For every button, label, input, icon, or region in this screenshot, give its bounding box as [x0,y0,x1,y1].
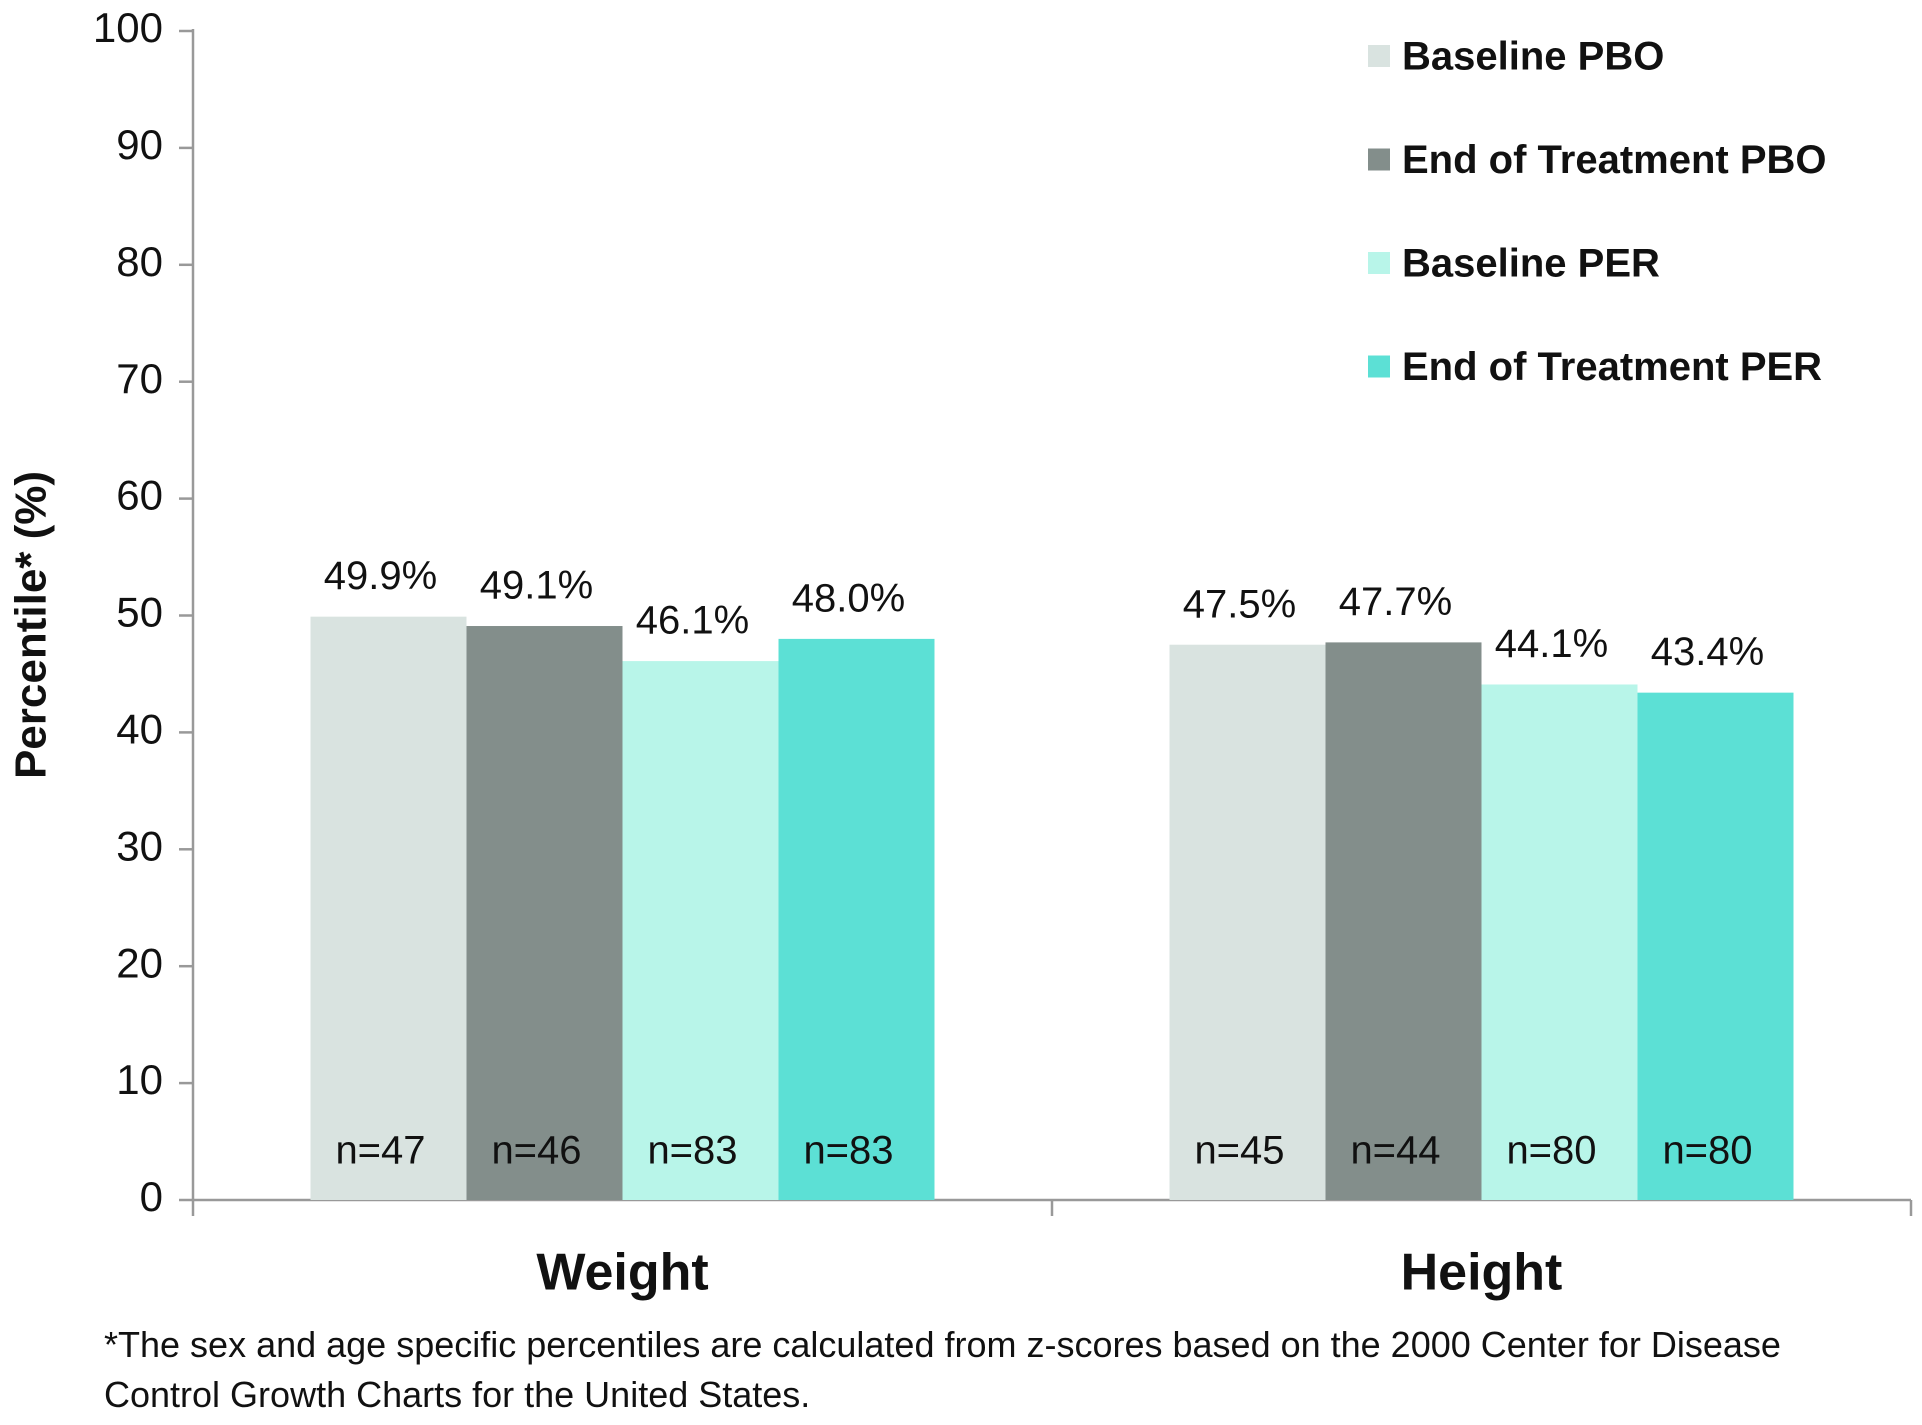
value-label: 46.1% [636,599,749,643]
bar [310,616,467,1200]
footnote: *The sex and age specific percentiles ar… [104,1324,1781,1415]
legend-label: End of Treatment PBO [1402,138,1827,182]
value-label: 47.5% [1183,582,1296,626]
y-tick-label: 100 [93,4,163,51]
x-tick-label: Weight [536,1244,708,1302]
legend-label: Baseline PER [1402,242,1660,286]
n-label: n=47 [335,1129,425,1173]
y-tick-label: 0 [140,1173,163,1220]
y-tick-label: 50 [116,589,163,636]
n-label: n=44 [1350,1129,1440,1173]
bar [1637,692,1794,1200]
value-label: 47.7% [1339,580,1452,624]
bar [466,626,623,1200]
y-tick-label: 80 [116,238,163,285]
n-label: n=80 [1662,1129,1752,1173]
n-label: n=46 [491,1129,581,1173]
y-tick-label: 30 [116,822,163,869]
value-label: 49.9% [324,554,437,598]
y-tick-label: 90 [116,121,163,168]
y-tick-label: 40 [116,705,163,752]
y-axis-title: Percentile* (%) [7,471,56,779]
n-label: n=83 [803,1129,893,1173]
y-tick-label: 10 [116,1056,163,1103]
y-tick-label: 60 [116,472,163,519]
x-tick-label: Height [1401,1244,1563,1302]
legend-swatch [1368,355,1390,378]
legend-swatch [1368,148,1390,171]
value-label: 48.0% [792,576,905,620]
bar [1325,642,1482,1200]
legend-label: Baseline PBO [1402,35,1664,79]
legend-label: End of Treatment PER [1402,345,1822,389]
y-tick-label: 70 [116,355,163,402]
legend-swatch [1368,252,1390,274]
bar [778,638,935,1200]
legend-swatch [1368,45,1390,67]
value-label: 43.4% [1651,630,1764,674]
chart: Percentile* (%) 0 10 20 30 40 50 60 70 80 90 100 We… [7,4,1913,1302]
y-tick-label: 20 [116,939,163,986]
n-label: n=80 [1506,1129,1596,1173]
n-label: n=83 [647,1129,737,1173]
value-label: 44.1% [1495,622,1608,666]
value-label: 49.1% [480,564,593,608]
n-label: n=45 [1194,1129,1284,1173]
bar [622,661,779,1200]
bar [1481,684,1638,1200]
bar [1169,644,1326,1200]
